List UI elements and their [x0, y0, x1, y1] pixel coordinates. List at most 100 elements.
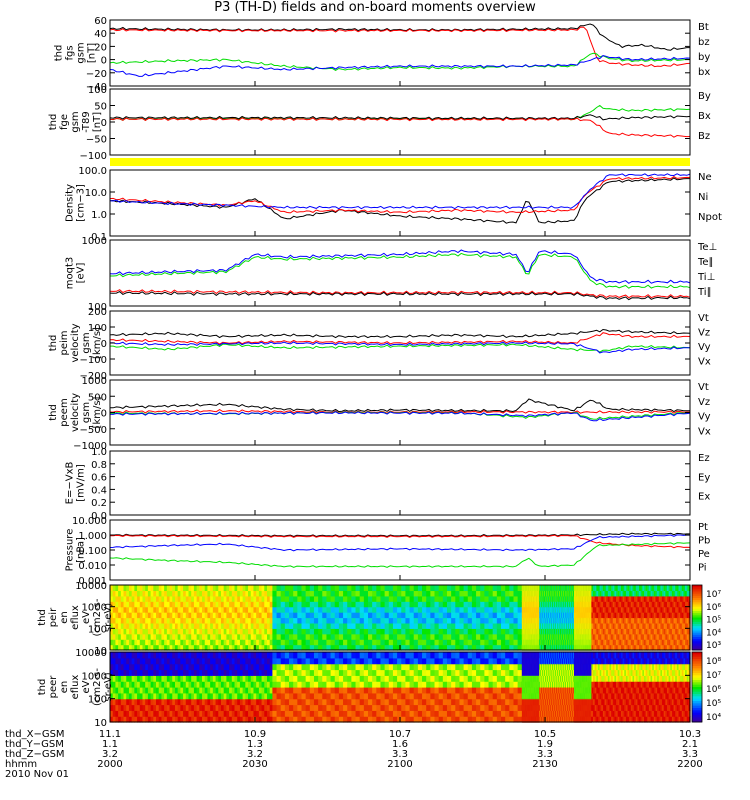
- heatmap-cell: [137, 669, 141, 676]
- heatmap-cell: [134, 710, 138, 717]
- heatmap-cell: [264, 595, 268, 602]
- heatmap-cell: [355, 628, 361, 635]
- heatmap-cell: [642, 644, 645, 651]
- heatmap-cell: [480, 633, 485, 640]
- heatmap-cell: [480, 644, 485, 651]
- heatmap-cell: [229, 590, 233, 597]
- heatmap-cell: [153, 622, 157, 629]
- heatmap-cell: [467, 612, 473, 619]
- heatmap-cell: [293, 585, 298, 592]
- heatmap-cell: [675, 606, 678, 613]
- heatmap-cell: [401, 633, 407, 640]
- heatmap-cell: [215, 606, 219, 613]
- heatmap-cell: [142, 612, 146, 619]
- heatmap-cell: [123, 681, 127, 688]
- heatmap-cell: [166, 595, 171, 602]
- heatmap-cell: [150, 681, 154, 688]
- heatmap-cell: [239, 644, 244, 651]
- heatmap-cell: [665, 595, 668, 602]
- heatmap-cell: [185, 687, 190, 694]
- heatmap-cell: [676, 644, 680, 651]
- heatmap-cell: [266, 644, 271, 651]
- heatmap-cell: [602, 612, 606, 619]
- heatmap-cell: [334, 606, 340, 613]
- heatmap-cell: [413, 601, 419, 608]
- heatmap-cell: [147, 644, 152, 651]
- heatmap-cell: [645, 628, 648, 635]
- heatmap-cell: [177, 681, 181, 688]
- heatmap-cell: [671, 639, 675, 646]
- heatmap-cell: [164, 704, 168, 711]
- heatmap-cell: [284, 595, 290, 602]
- heatmap-cell: [686, 639, 689, 646]
- heatmap-cell: [627, 601, 630, 608]
- heatmap-cell: [256, 628, 260, 635]
- heatmap-cell: [161, 601, 165, 608]
- legend-entry-Vz: Vz: [698, 328, 710, 339]
- legend-entry-Ez: Ez: [698, 453, 710, 464]
- heatmap-cell: [627, 622, 630, 629]
- heatmap-cell: [619, 644, 622, 651]
- heatmap-cell: [642, 590, 645, 597]
- heatmap-cell: [112, 606, 117, 613]
- heatmap-cell: [363, 622, 369, 629]
- heatmap-cell: [673, 601, 676, 608]
- heatmap-cell: [234, 601, 238, 608]
- heatmap-cell: [123, 628, 127, 635]
- heatmap-cell: [612, 644, 616, 651]
- y-tick-label: 0.4: [91, 485, 107, 496]
- heatmap-cell: [245, 622, 249, 629]
- heatmap-cell: [226, 595, 230, 602]
- y-tick-label: −200: [80, 371, 107, 382]
- heatmap-cell: [616, 644, 619, 651]
- heatmap-cell: [242, 639, 246, 646]
- heatmap-cell: [509, 606, 515, 613]
- heatmap-cell: [388, 606, 394, 613]
- heatmap-cell: [622, 644, 625, 651]
- heatmap-cell: [467, 606, 473, 613]
- heatmap-cell: [666, 612, 670, 619]
- heatmap-cell: [153, 595, 157, 602]
- heatmap-cell: [226, 585, 230, 592]
- heatmap-cell: [199, 601, 203, 608]
- heatmap-cell: [624, 644, 627, 651]
- heatmap-cell: [215, 633, 219, 640]
- heatmap-cell: [625, 585, 629, 592]
- heatmap-cell: [650, 628, 653, 635]
- heatmap-cell: [322, 590, 328, 597]
- heatmap-cell: [643, 644, 647, 651]
- heatmap-cell: [142, 590, 146, 597]
- heatmap-cell: [634, 617, 637, 624]
- series-line-Npot: [109, 173, 691, 210]
- heatmap-cell: [629, 622, 632, 629]
- heatmap-cell: [153, 675, 157, 682]
- heatmap-cell: [166, 585, 171, 592]
- y-axis-label: Density: [65, 184, 76, 222]
- heatmap-cell: [112, 590, 117, 597]
- heatmap-cell: [134, 606, 138, 613]
- heatmap-cell: [237, 628, 241, 635]
- heatmap-cell: [123, 639, 127, 646]
- heatmap-cell: [191, 617, 195, 624]
- heatmap-cell: [128, 617, 133, 624]
- heatmap-cell: [459, 601, 465, 608]
- heatmap-cell: [126, 716, 130, 723]
- heatmap-cell: [657, 617, 660, 624]
- heatmap-cell: [599, 617, 602, 624]
- heatmap-cell: [131, 657, 135, 665]
- heatmap-cell: [409, 595, 415, 602]
- heatmap-cell: [123, 633, 127, 640]
- heatmap-cell: [242, 601, 246, 608]
- heatmap-cell: [158, 663, 163, 671]
- heatmap-cell: [210, 601, 214, 608]
- heatmap-cell: [207, 639, 211, 646]
- heatmap-cell: [169, 681, 173, 688]
- series-line-Pb: [110, 534, 691, 549]
- heatmap-cell: [630, 622, 634, 629]
- heatmap-cell: [655, 628, 658, 635]
- heatmap-cell: [643, 601, 647, 608]
- heatmap-cell: [616, 606, 619, 613]
- heatmap-cell: [451, 606, 456, 613]
- heatmap-cell: [635, 590, 639, 597]
- heatmap-cell: [442, 644, 448, 651]
